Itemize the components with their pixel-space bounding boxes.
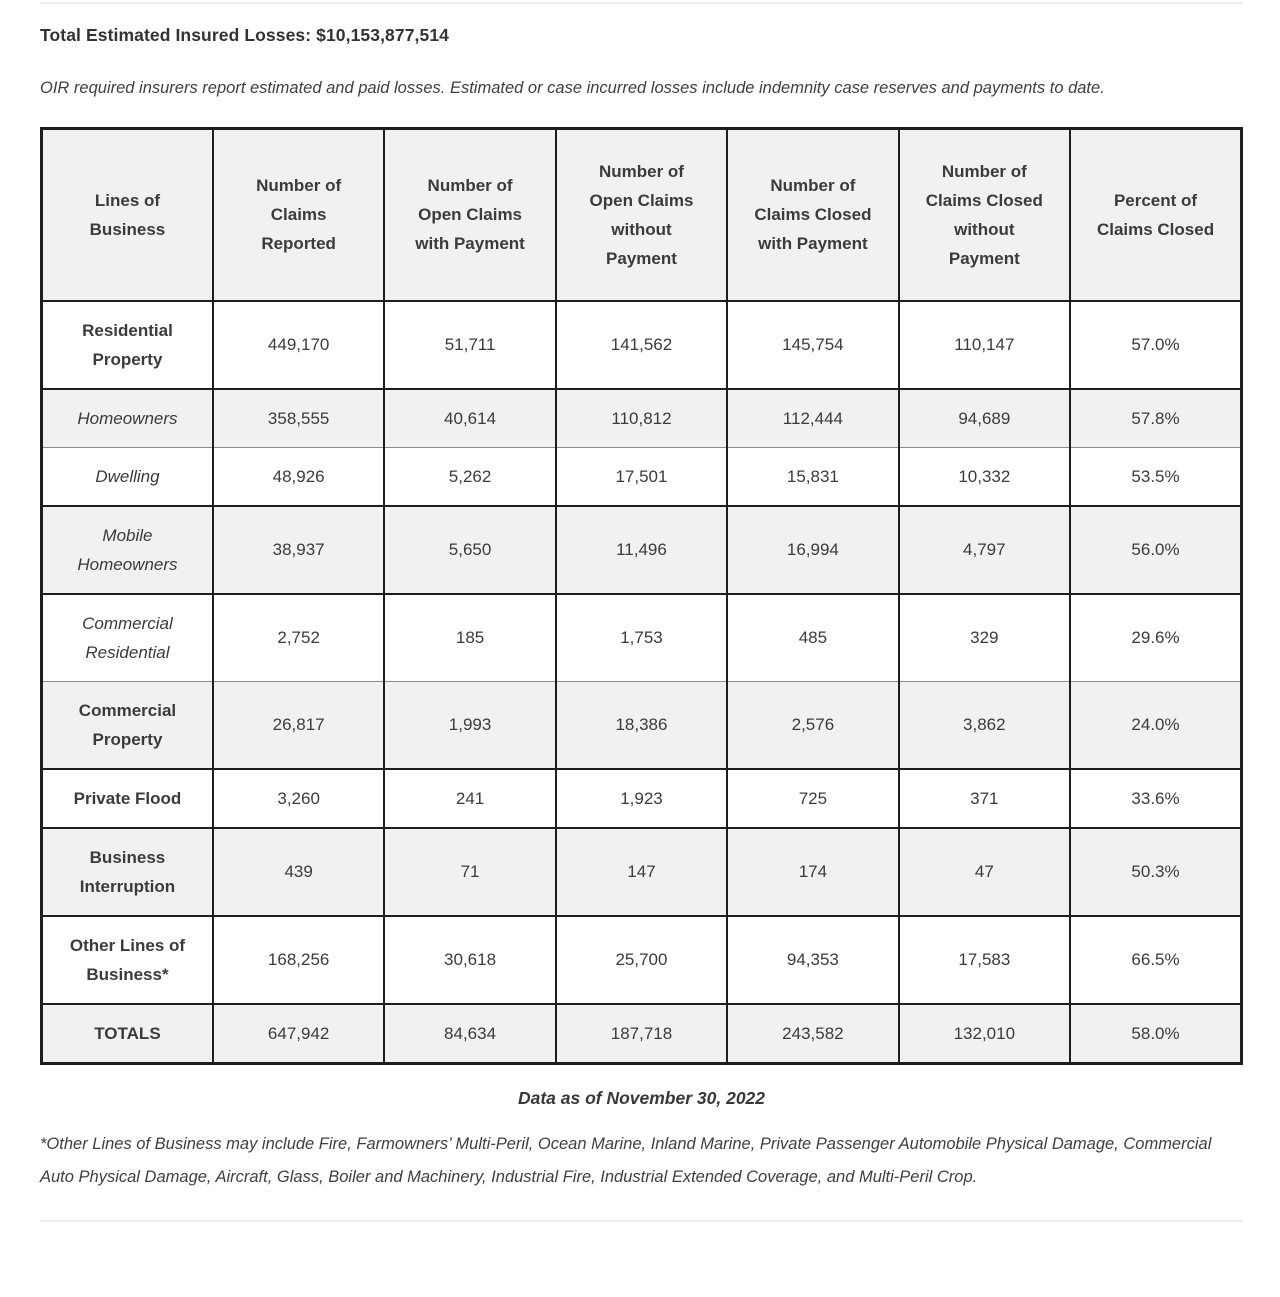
table-row: Private Flood 3,260 241 1,923 725 371 33.6% — [40, 767, 1243, 829]
row-label: Homeowners — [40, 387, 214, 448]
table-cell: 56.0% — [1069, 504, 1243, 595]
table-cell: 30,618 — [383, 914, 557, 1005]
table-cell: 94,353 — [726, 914, 900, 1005]
table-cell: 112,444 — [726, 387, 900, 448]
footnote-text: *Other Lines of Business may include Fir… — [40, 1134, 1212, 1186]
row-label: Dwelling — [40, 446, 214, 507]
table-cell: 53.5% — [1069, 446, 1243, 507]
table-cell: 5,262 — [383, 446, 557, 507]
row-label: Business Interruption — [40, 826, 214, 917]
column-header: Percent of Claims Closed — [1069, 127, 1243, 302]
row-label: Residential Property — [40, 299, 214, 390]
table-cell: 147 — [554, 826, 729, 917]
table-cell: 141,562 — [554, 299, 729, 390]
column-header: Number of Claims Closed without Payment — [897, 127, 1072, 302]
row-label: Commercial Residential — [40, 592, 214, 682]
table-cell: 50.3% — [1069, 826, 1243, 917]
top-divider — [40, 2, 1243, 4]
table-cell: 57.8% — [1069, 387, 1243, 448]
column-header: Number of Claims Closed with Payment — [726, 127, 900, 302]
table-cell: 5,650 — [383, 504, 557, 595]
table-cell: 241 — [383, 767, 557, 829]
table-cell: 47 — [897, 826, 1072, 917]
table-cell: 51,711 — [383, 299, 557, 390]
table-cell: 2,576 — [726, 680, 900, 770]
table-cell: 449,170 — [211, 299, 386, 390]
table-cell: 439 — [211, 826, 386, 917]
table-cell: 17,501 — [554, 446, 729, 507]
column-header: Number of Claims Reported — [211, 127, 386, 302]
table-row: Commercial Property 26,817 1,993 18,386 2,57… — [40, 680, 1243, 770]
table-cell: 40,614 — [383, 387, 557, 448]
table-cell: 174 — [726, 826, 900, 917]
table-cell: 11,496 — [554, 504, 729, 595]
column-header: Number of Open Claims with Payment — [383, 127, 557, 302]
row-label: TOTALS — [40, 1002, 214, 1064]
table-head: Lines of Business Number of Claims Report… — [40, 127, 1243, 302]
row-label: Other Lines of Business* — [40, 914, 214, 1005]
table-cell: 2,752 — [211, 592, 386, 682]
table-cell: 10,332 — [897, 446, 1072, 507]
column-header: Lines of Business — [40, 127, 214, 302]
table-cell: 110,812 — [554, 387, 729, 448]
table-cell: 725 — [726, 767, 900, 829]
table-row: Dwelling 48,926 5,262 17,501 15,831 10,332 53.… — [40, 446, 1243, 507]
table-cell: 58.0% — [1069, 1002, 1243, 1064]
table-cell: 15,831 — [726, 446, 900, 507]
table-row: TOTALS 647,942 84,634 187,718 243,582 132,010… — [40, 1002, 1243, 1064]
page-title: Total Estimated Insured Losses: $10,153,… — [40, 25, 450, 45]
row-label: Mobile Homeowners — [40, 504, 214, 595]
table-cell: 168,256 — [211, 914, 386, 1005]
bottom-divider — [40, 1219, 1243, 1222]
table-cell: 29.6% — [1069, 592, 1243, 682]
table-cell: 1,923 — [554, 767, 729, 829]
table-cell: 66.5% — [1069, 914, 1243, 1005]
table-row: Business Interruption 439 71 147 174 47 50.3% — [40, 826, 1243, 917]
table-header-row: Lines of Business Number of Claims Report… — [40, 127, 1243, 302]
table-cell: 16,994 — [726, 504, 900, 595]
table-cell: 84,634 — [383, 1002, 557, 1064]
table-cell: 38,937 — [211, 504, 386, 595]
table-row: Homeowners 358,555 40,614 110,812 112,444 94,… — [40, 387, 1243, 448]
table-cell: 33.6% — [1069, 767, 1243, 829]
table-cell: 24.0% — [1069, 680, 1243, 770]
row-label: Private Flood — [40, 767, 214, 829]
table-cell: 1,753 — [554, 592, 729, 682]
table-cell: 329 — [897, 592, 1072, 682]
row-label: Commercial Property — [40, 680, 214, 770]
table-cell: 71 — [383, 826, 557, 917]
table-cell: 48,926 — [211, 446, 386, 507]
table-cell: 3,260 — [211, 767, 386, 829]
table-cell: 185 — [383, 592, 557, 682]
table-cell: 17,583 — [897, 914, 1072, 1005]
table-cell: 57.0% — [1069, 299, 1243, 390]
table-cell: 647,942 — [211, 1002, 386, 1064]
table-cell: 110,147 — [897, 299, 1072, 390]
table-cell: 94,689 — [897, 387, 1072, 448]
table-cell: 485 — [726, 592, 900, 682]
table-cell: 3,862 — [897, 680, 1072, 770]
table-cell: 371 — [897, 767, 1072, 829]
table-cell: 132,010 — [897, 1002, 1072, 1064]
table-cell: 25,700 — [554, 914, 729, 1005]
table-cell: 145,754 — [726, 299, 900, 390]
column-header: Number of Open Claims without Payment — [554, 127, 729, 302]
intro-text: OIR required insurers report estimated a… — [40, 79, 1105, 97]
table-row: Commercial Residential 2,752 185 1,753 485 32… — [40, 592, 1243, 682]
claims-table: Lines of Business Number of Claims Report… — [40, 127, 1243, 1065]
table-cell: 26,817 — [211, 680, 386, 770]
table-cell: 187,718 — [554, 1002, 729, 1064]
table-cell: 4,797 — [897, 504, 1072, 595]
table-cell: 1,993 — [383, 680, 557, 770]
data-as-of-caption: Data as of November 30, 2022 — [517, 1087, 766, 1108]
table-row: Mobile Homeowners 38,937 5,650 11,496 16,994… — [40, 504, 1243, 595]
table-body: Residential Property 449,170 51,711 141,562… — [40, 299, 1243, 1064]
table-cell: 18,386 — [554, 680, 729, 770]
table-row: Residential Property 449,170 51,711 141,562… — [40, 299, 1243, 390]
table-cell: 243,582 — [726, 1002, 900, 1064]
table-row: Other Lines of Business* 168,256 30,618 25,… — [40, 914, 1243, 1005]
table-cell: 358,555 — [211, 387, 386, 448]
